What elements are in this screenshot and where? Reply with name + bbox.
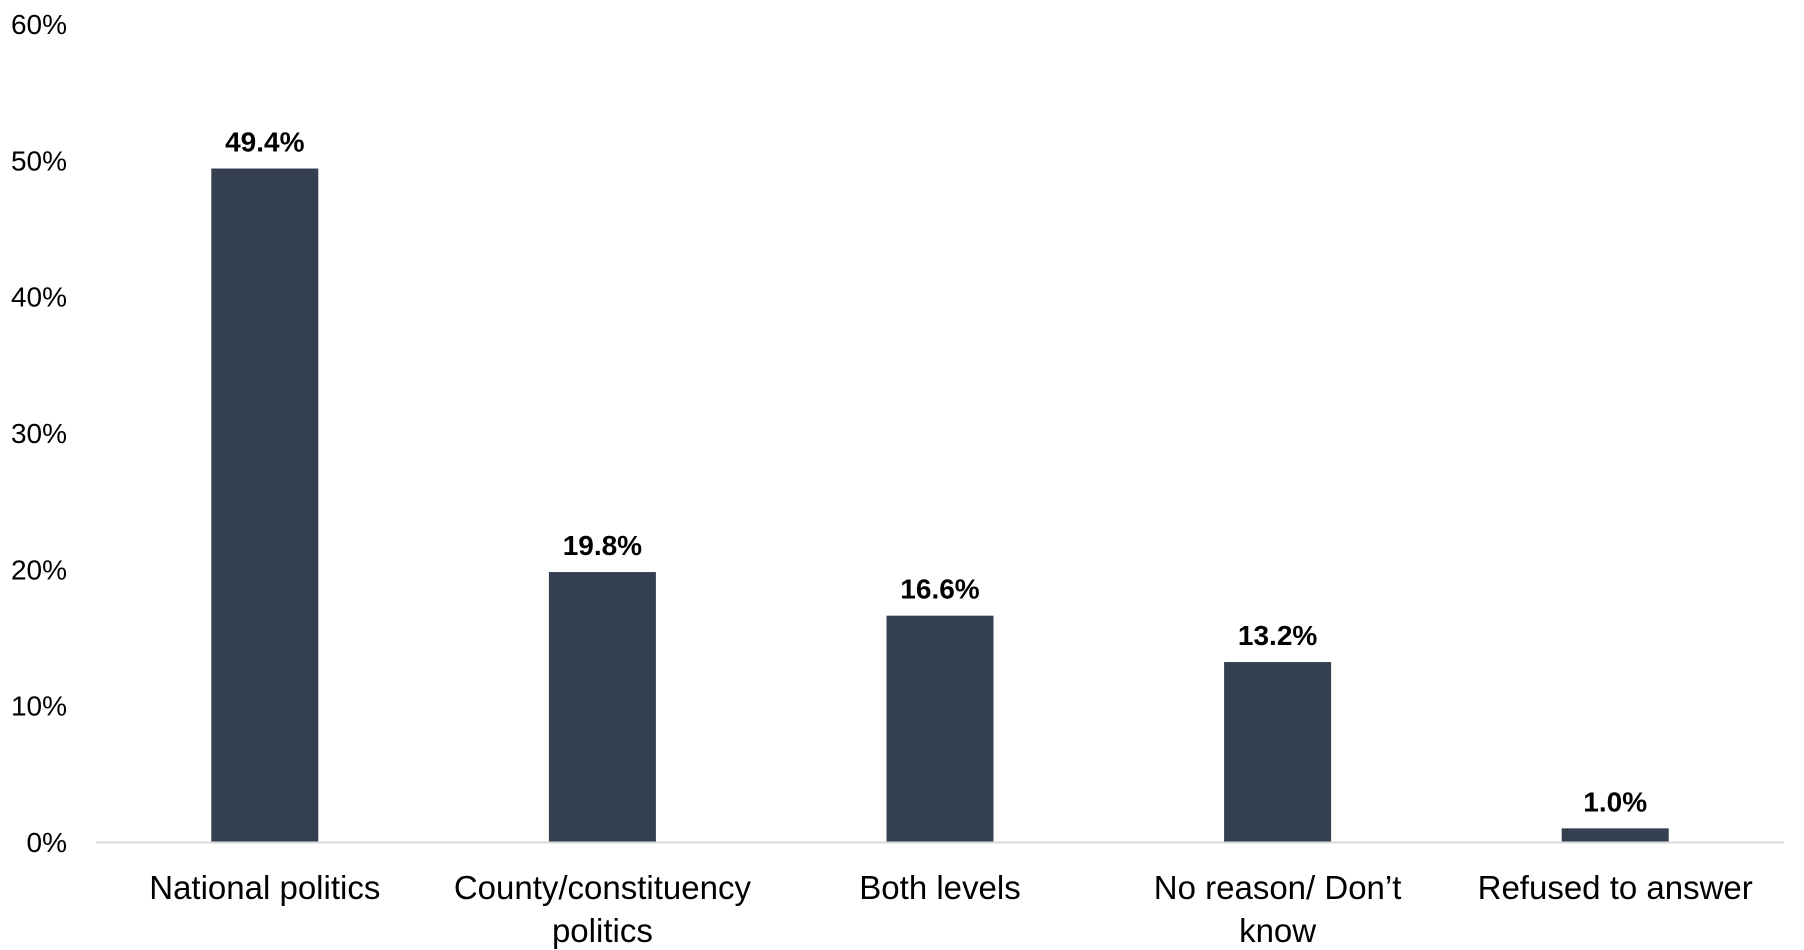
bar [1561,828,1669,842]
data-label: 19.8% [563,530,642,561]
category-label-line: Both levels [859,869,1020,906]
y-tick-label: 50% [11,145,67,176]
category-label-line: politics [552,912,653,949]
data-label: 16.6% [900,574,979,605]
category-label: National politics [149,869,380,906]
category-label: No reason/ Don’t know [1154,869,1402,949]
category-label-line: National politics [149,869,380,906]
y-tick-label: 20% [11,554,67,585]
data-label: 49.4% [225,127,304,158]
data-label: 1.0% [1583,786,1647,817]
x-axis: National politics County/constituency poli… [149,869,1753,949]
bar [1224,662,1332,842]
bars [211,168,1669,843]
bar [886,615,994,842]
y-tick-label: 40% [11,282,67,313]
category-label-line: Refused to answer [1478,869,1753,906]
category-label: County/constituency politics [454,869,752,949]
y-tick-label: 0% [27,827,67,858]
y-axis: 0% 10% 20% 30% 40% 50% 60% [11,9,67,858]
y-tick-label: 30% [11,418,67,449]
category-label-line: No reason/ Don’t [1154,869,1402,906]
category-label-line: know [1239,912,1316,949]
data-labels: 49.4% 19.8% 16.6% 13.2% 1.0% [225,127,1647,818]
bar [548,572,656,842]
y-tick-label: 10% [11,691,67,722]
bar [211,168,319,843]
category-label: Refused to answer [1478,869,1753,906]
data-label: 13.2% [1238,620,1317,651]
category-label-line: County/constituency [454,869,752,906]
category-label: Both levels [859,869,1020,906]
y-tick-label: 60% [11,9,67,40]
